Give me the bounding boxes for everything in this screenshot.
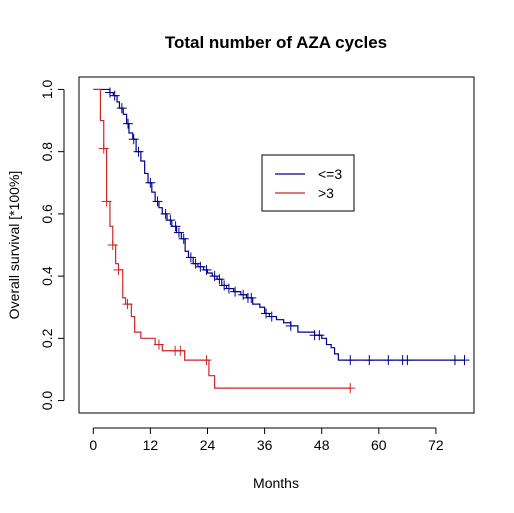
y-tick-label: 0.4: [39, 266, 55, 286]
y-axis-label: Overall survival [*100%]: [6, 171, 22, 320]
survival-curve-2: [93, 88, 351, 389]
x-tick-label: 24: [200, 437, 216, 453]
y-tick-label: 0.0: [39, 391, 55, 411]
legend-box: [261, 154, 355, 212]
y-tick-label: 0.8: [39, 142, 55, 162]
y-tick-label: 1.0: [39, 80, 55, 100]
axes-layer: 0 12 24 36 48 60 72 0.0 0.2 0.4 0.6 0.8 1.0: [39, 80, 444, 453]
legend-label: >3: [318, 185, 334, 201]
series-layer: [93, 87, 470, 394]
x-tick-label: 36: [257, 437, 273, 453]
plot-frame: [78, 76, 475, 414]
y-tick-label: 0.6: [39, 204, 55, 224]
x-axis-label: Months: [253, 475, 299, 491]
x-tick-label: 72: [428, 437, 444, 453]
legend-label: <=3: [318, 166, 342, 182]
y-tick-label: 0.2: [39, 328, 55, 348]
chart-title: Total number of AZA cycles: [165, 33, 387, 52]
x-tick-label: 60: [371, 437, 387, 453]
survival-curve-1: [93, 88, 465, 361]
legend: <=3>3: [261, 154, 355, 212]
x-tick-label: 48: [314, 437, 330, 453]
x-tick-label: 0: [89, 437, 97, 453]
x-tick-label: 12: [143, 437, 159, 453]
